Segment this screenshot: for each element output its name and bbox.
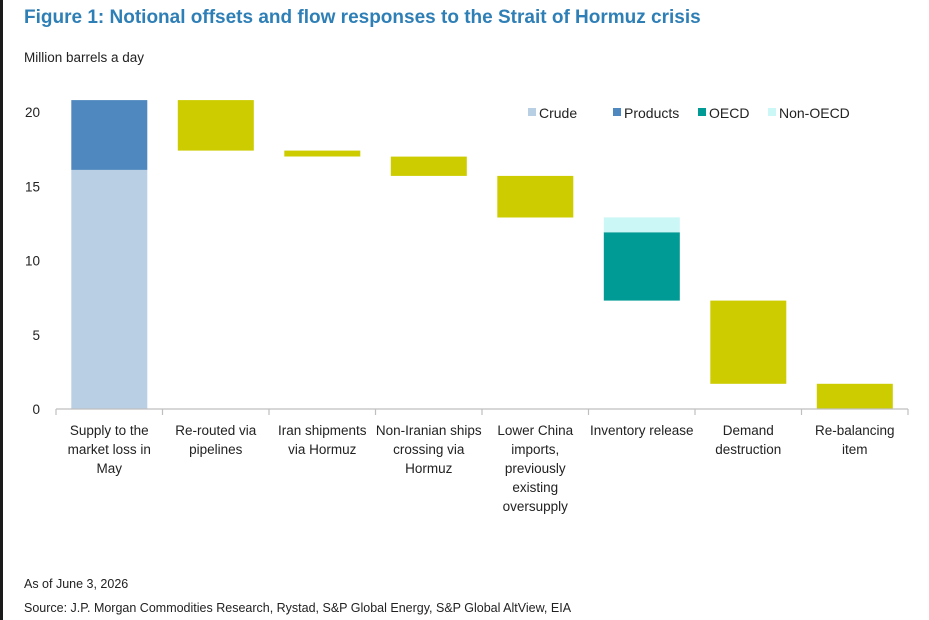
bar-3-segment-0-offset (390, 156, 467, 176)
unit-label: Million barrels a day (24, 50, 145, 65)
x-category-label-7: Re-balancing item (815, 423, 895, 457)
y-tick-label-10: 10 (25, 254, 40, 269)
bar-0-segment-0-crude (71, 169, 148, 409)
y-tick-label-15: 15 (25, 179, 40, 194)
x-category-label-0: Supply to the market loss in May (68, 423, 151, 476)
bar-5-segment-1-non-oecd (603, 217, 680, 233)
x-category-label-2: Iran shipments via Hormuz (278, 423, 367, 457)
bar-6-segment-0-offset (710, 300, 787, 384)
x-category-label-5: Inventory release (590, 423, 694, 438)
as-of-note: As of June 3, 2026 (24, 577, 129, 591)
source-note: Source: J.P. Morgan Commodities Research… (24, 601, 572, 615)
legend-swatch-products (613, 108, 621, 116)
x-axis (55, 408, 909, 415)
legend-swatch-non-oecd (768, 108, 776, 116)
left-border-rule (0, 0, 3, 620)
bar-7-segment-0-offset (816, 383, 893, 409)
y-tick-label-5: 5 (32, 328, 40, 343)
bar-2-segment-0-offset (284, 150, 361, 157)
bar-0-segment-1-products (71, 100, 148, 170)
legend-swatch-crude (528, 108, 536, 116)
legend-swatch-oecd (698, 108, 706, 116)
figure-title: Figure 1: Notional offsets and flow resp… (24, 7, 701, 28)
y-tick-label-0: 0 (32, 402, 40, 417)
bar-1-segment-0-offset (177, 100, 254, 151)
y-tick-label-20: 20 (25, 105, 40, 120)
y-axis: 0 5 10 15 20 (25, 105, 40, 417)
bar-5-segment-0-oecd (603, 232, 680, 301)
bars-layer (71, 100, 893, 409)
bar-4-segment-0-offset (497, 175, 574, 218)
x-category-label-1: Re-routed via pipelines (175, 423, 257, 457)
legend-label-products: Products (624, 105, 679, 121)
x-category-label-4: Lower China imports, previously existing ove… (497, 423, 573, 514)
x-category-label-6: Demand destruction (715, 423, 781, 457)
legend-label-non-oecd: Non-OECD (779, 105, 850, 121)
x-axis-labels: Supply to the market loss in May Re-routed … (68, 423, 895, 514)
legend-label-crude: Crude (539, 105, 577, 121)
x-category-label-3: Non-Iranian ships crossing via Hormuz (376, 423, 482, 476)
legend: Crude Products OECD Non-OECD (528, 105, 850, 121)
legend-label-oecd: OECD (709, 105, 749, 121)
